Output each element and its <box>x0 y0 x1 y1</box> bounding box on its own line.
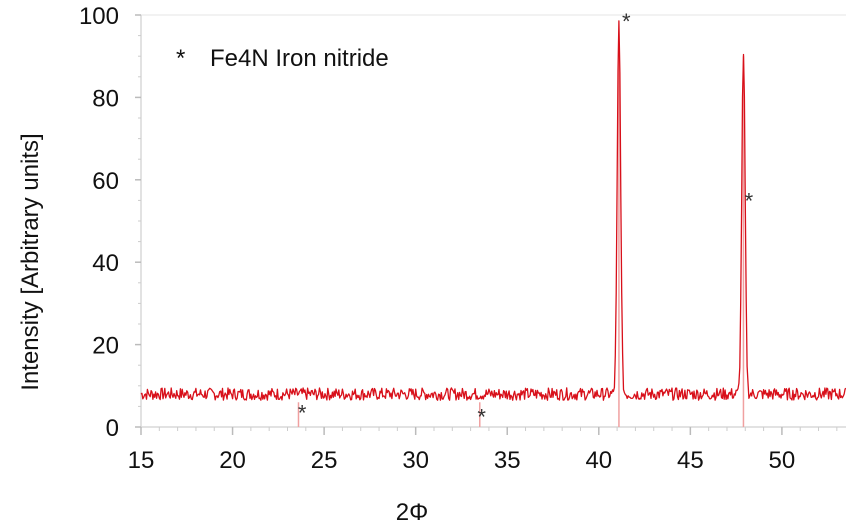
legend-label: Fe4N Iron nitride <box>210 45 389 72</box>
y-tick-label: 40 <box>92 250 119 277</box>
y-tick-label: 80 <box>92 85 119 112</box>
x-tick-label: 50 <box>769 447 796 474</box>
x-tick-label: 15 <box>128 447 155 474</box>
axes: 15 20 25 30 35 40 45 50 0 20 40 60 80 100 <box>79 3 846 474</box>
series-group <box>140 20 846 401</box>
legend-marker: * <box>176 45 185 72</box>
x-tick-label: 45 <box>677 447 704 474</box>
y-tick-label: 20 <box>92 333 119 360</box>
legend: * Fe4N Iron nitride <box>176 45 389 72</box>
reference-lines <box>297 56 745 427</box>
x-tick-label: 20 <box>219 447 246 474</box>
peak-marker: * <box>298 401 307 426</box>
series-line <box>140 20 846 401</box>
peak-marker: * <box>622 9 631 34</box>
y-axis-title: Intensity [Arbitrary units] <box>17 133 44 390</box>
y-tick-label: 100 <box>79 3 119 30</box>
x-tick-label: 30 <box>402 447 429 474</box>
y-tick-label: 60 <box>92 168 119 195</box>
peak-marker: * <box>745 188 754 213</box>
x-tick-label: 25 <box>311 447 338 474</box>
x-tick-label: 35 <box>494 447 521 474</box>
y-tick-label: 0 <box>106 415 119 442</box>
x-axis-title: 2Φ <box>396 499 429 526</box>
annotations: * * * * <box>298 9 754 430</box>
peak-marker: * <box>477 405 486 430</box>
x-tick-label: 40 <box>585 447 612 474</box>
